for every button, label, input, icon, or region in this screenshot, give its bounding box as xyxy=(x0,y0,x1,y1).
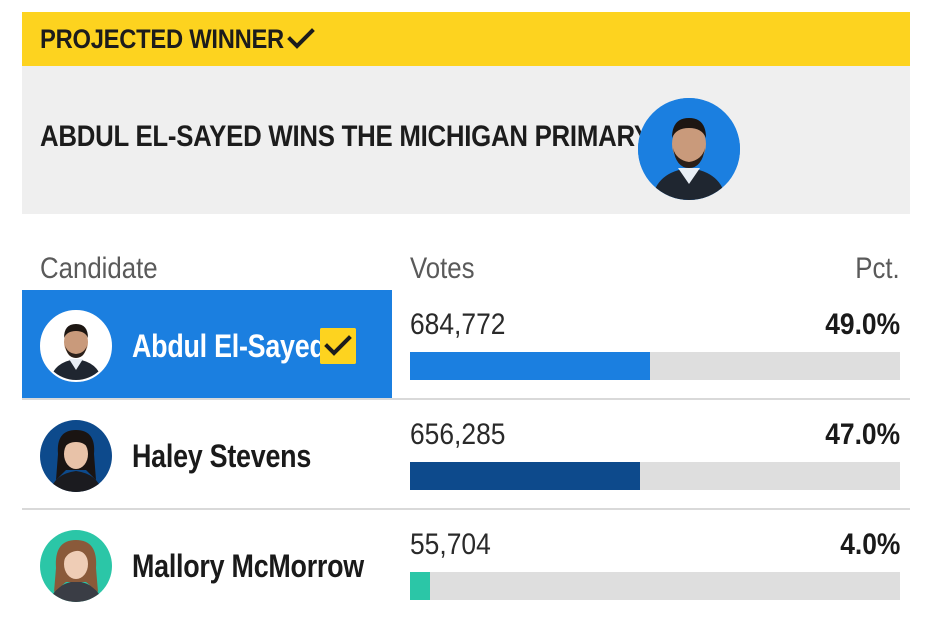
table-row[interactable]: Haley Stevens 656,285 47.0% xyxy=(22,400,910,508)
winner-check-icon xyxy=(320,328,356,364)
vote-bar-track xyxy=(410,352,900,380)
row-divider xyxy=(22,508,910,510)
candidate-name: Mallory McMorrow xyxy=(132,548,364,584)
candidate-name: Haley Stevens xyxy=(132,438,312,474)
candidate-photo-icon xyxy=(40,310,112,382)
vote-percent: 49.0% xyxy=(825,308,900,341)
winner-photo-icon xyxy=(638,98,740,200)
vote-percent: 4.0% xyxy=(839,528,900,561)
row-divider xyxy=(22,398,910,400)
headline-panel: ABDUL EL-SAYED WINS THE MICHIGAN PRIMARY xyxy=(22,66,910,214)
vote-percent: 47.0% xyxy=(825,418,900,451)
banner-label: PROJECTED WINNER xyxy=(40,23,284,54)
column-header-candidate: Candidate xyxy=(40,252,158,285)
vote-count: 55,704 xyxy=(410,528,491,561)
table-row[interactable]: Abdul El-Sayed 684,772 49.0% xyxy=(22,290,910,398)
candidate-cell: Mallory McMorrow xyxy=(22,510,392,618)
vote-bar-fill xyxy=(410,352,651,380)
vote-count: 656,285 xyxy=(410,418,506,451)
vote-bar-fill xyxy=(410,462,641,490)
table-row[interactable]: Mallory McMorrow 55,704 4.0% xyxy=(22,510,910,618)
column-header-pct: Pct. xyxy=(855,252,900,285)
check-icon xyxy=(287,28,315,49)
results-card: PROJECTED WINNER ABDUL EL-SAYED WINS THE… xyxy=(22,12,910,616)
candidate-name: Abdul El-Sayed xyxy=(132,328,326,364)
projected-winner-banner: PROJECTED WINNER xyxy=(22,12,910,66)
vote-bar-track xyxy=(410,462,900,490)
column-header-votes: Votes xyxy=(410,252,475,285)
vote-bar-fill xyxy=(410,572,430,600)
vote-count: 684,772 xyxy=(410,308,506,341)
vote-bar-track xyxy=(410,572,900,600)
headline-text: ABDUL EL-SAYED WINS THE MICHIGAN PRIMARY xyxy=(40,120,651,153)
candidate-cell: Haley Stevens xyxy=(22,400,392,508)
candidate-photo-icon xyxy=(40,530,112,602)
candidate-photo-icon xyxy=(40,420,112,492)
candidate-cell: Abdul El-Sayed xyxy=(22,290,392,398)
